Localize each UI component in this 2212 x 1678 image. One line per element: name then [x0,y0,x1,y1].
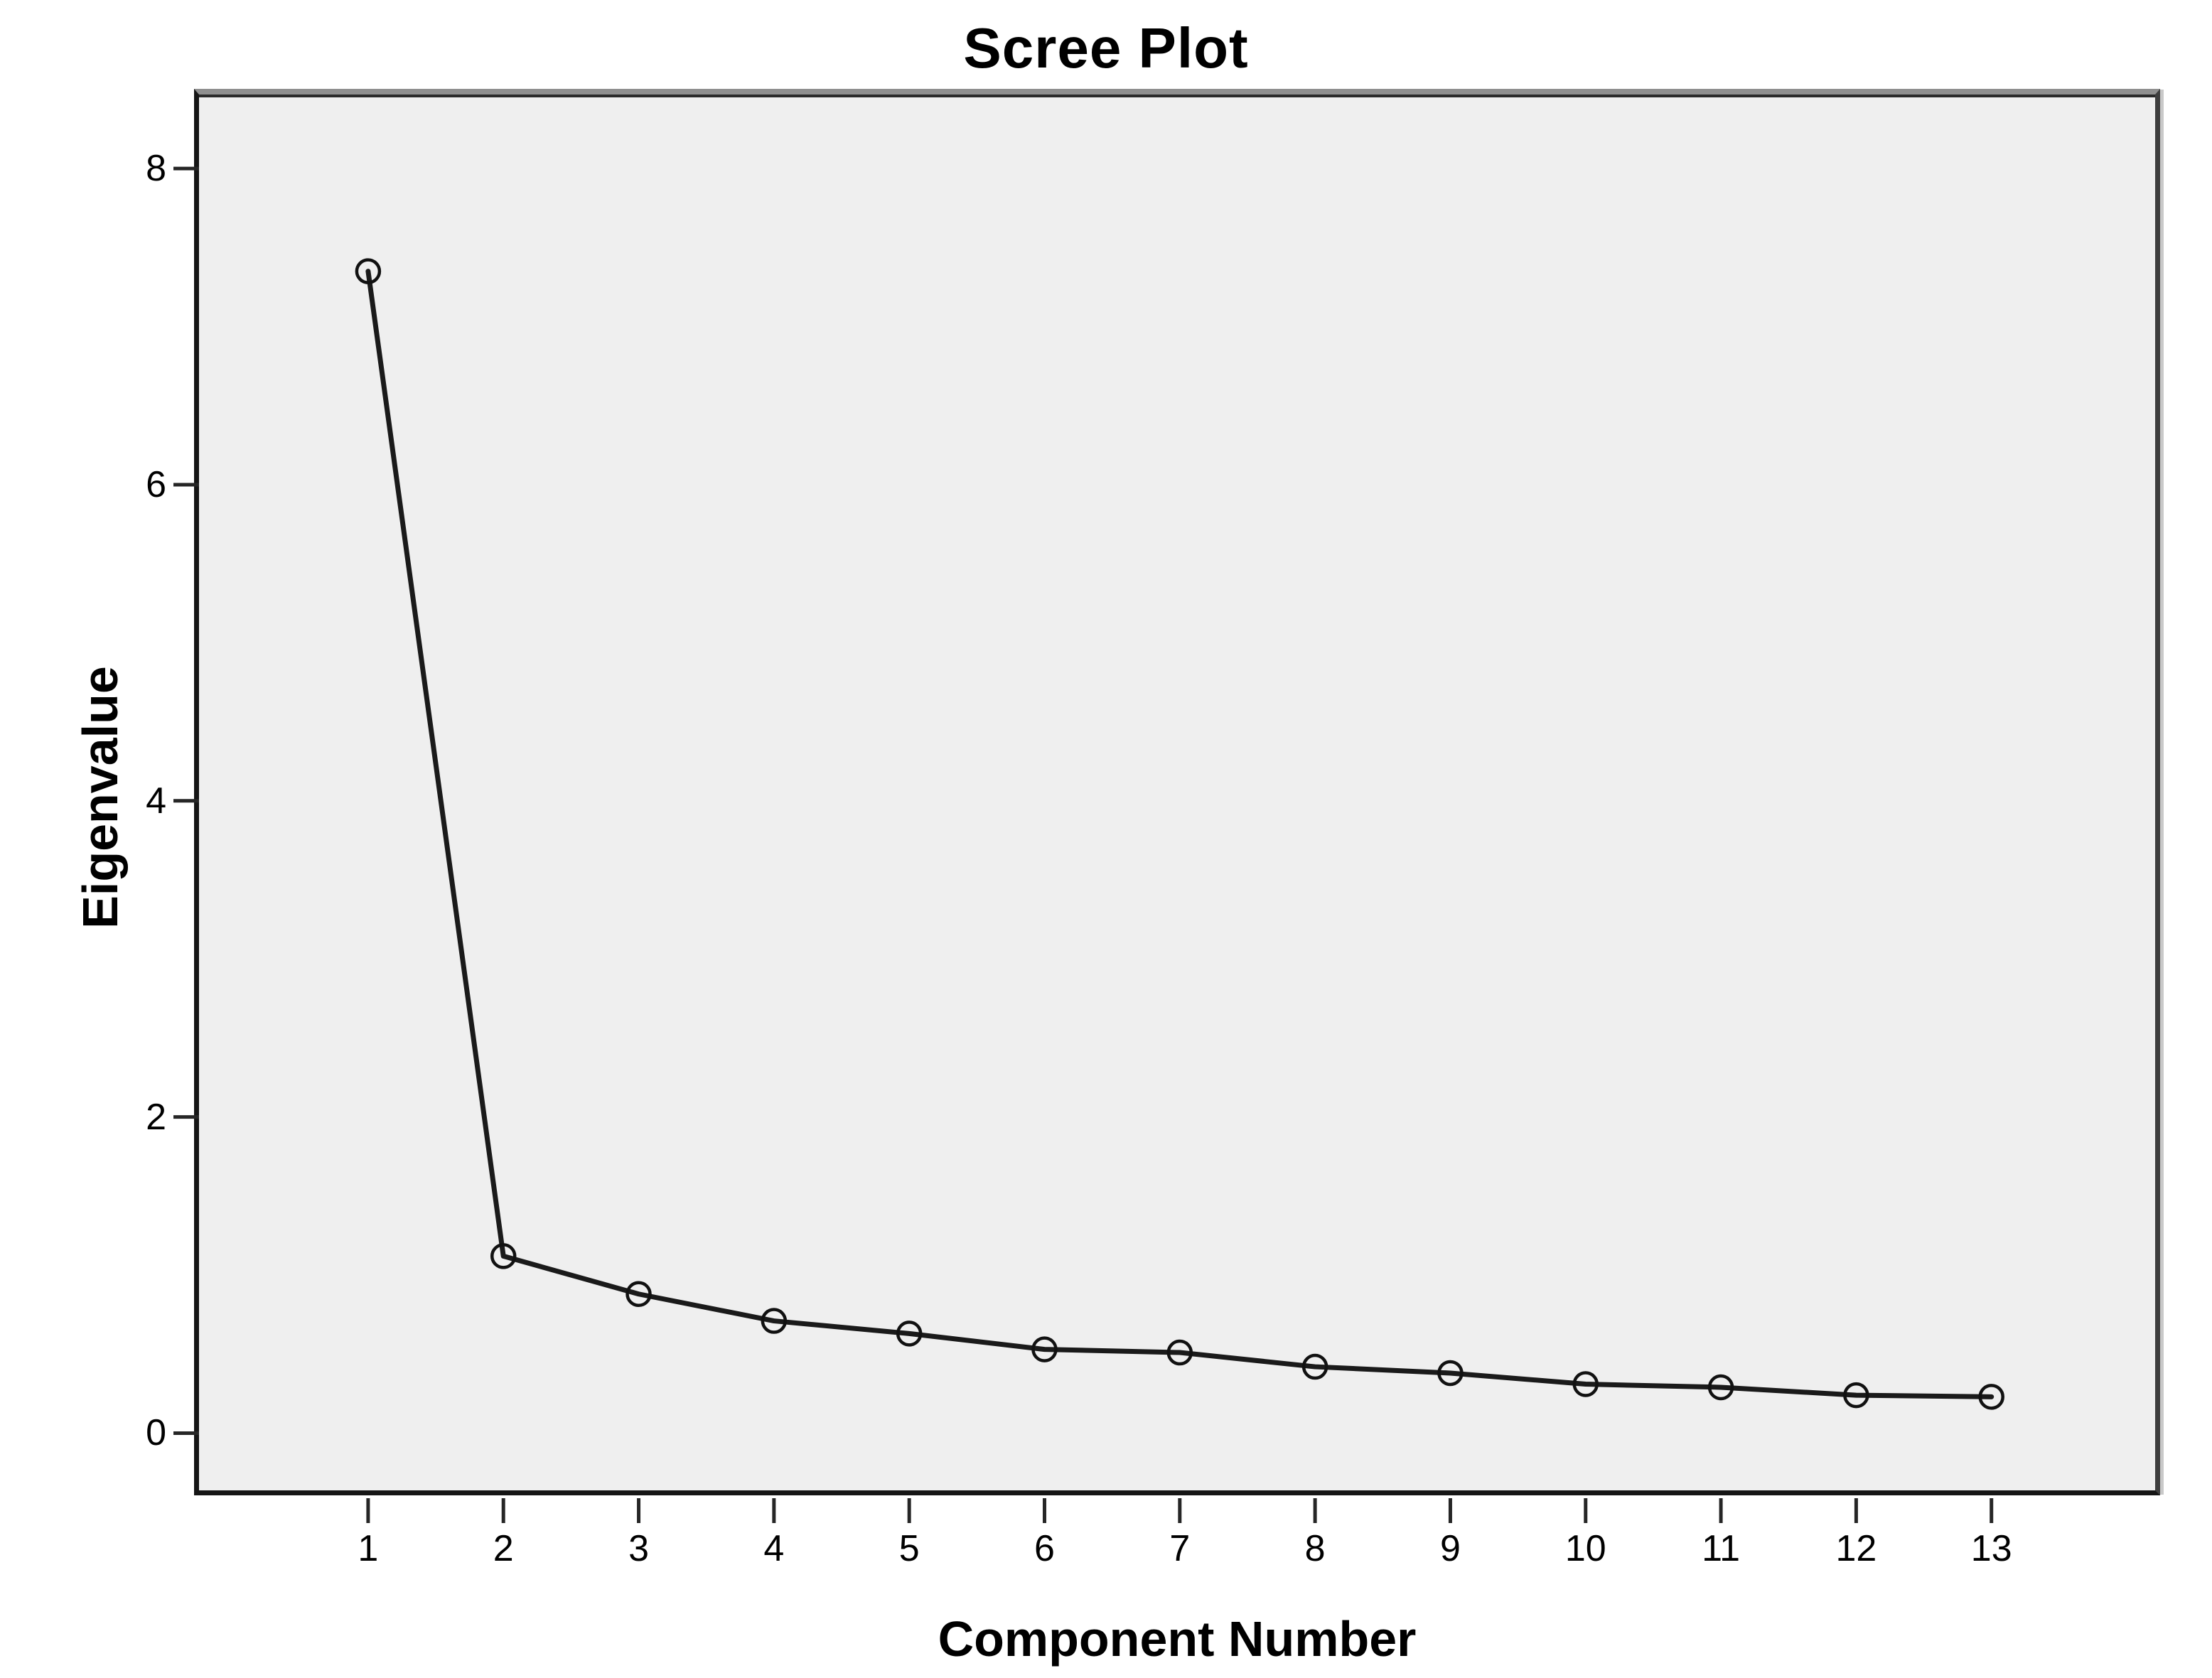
x-tick-label: 4 [763,1528,785,1569]
x-tick-label: 12 [1835,1528,1877,1569]
x-tick-label: 1 [358,1528,379,1569]
x-tick-label: 10 [1564,1528,1606,1569]
plot-area [194,89,2160,1495]
x-tick-label: 6 [1034,1528,1055,1569]
x-tick-label: 5 [898,1528,920,1569]
x-axis-title: Component Number [938,1611,1417,1667]
y-tick-label: 8 [146,148,166,190]
x-tick-label: 9 [1439,1528,1461,1569]
y-axis-title: Eigenvalue [73,666,128,929]
y-tick-label: 2 [146,1096,166,1138]
x-tick-label: 11 [1702,1528,1741,1569]
y-tick-label: 6 [146,463,166,505]
x-tick-label: 3 [628,1528,649,1569]
x-tick-label: 2 [493,1528,514,1569]
y-tick-label: 0 [146,1412,166,1454]
x-tick-label: 13 [1970,1528,2012,1569]
chart-title: Scree Plot [963,16,1249,80]
y-tick-label: 4 [146,780,166,822]
x-tick-label: 7 [1169,1528,1191,1569]
x-tick-label: 8 [1304,1528,1326,1569]
